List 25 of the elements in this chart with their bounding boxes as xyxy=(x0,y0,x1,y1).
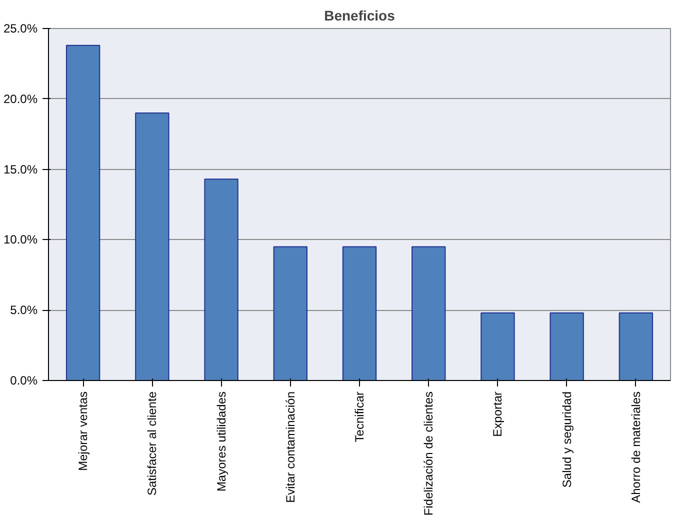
chart-title: Beneficios xyxy=(324,8,396,24)
x-tick-label: Mayores utilidades xyxy=(214,391,228,492)
bar xyxy=(66,44,100,380)
bar xyxy=(412,246,446,380)
x-tick-label: Fidelización de clientes xyxy=(422,391,436,516)
x-tick-label: Exportar xyxy=(490,391,505,437)
bar xyxy=(342,246,377,380)
bar xyxy=(204,178,238,380)
y-tick-label: 25.0% xyxy=(3,22,38,36)
x-tick-label: Satisfacer al cliente xyxy=(145,391,160,496)
bar xyxy=(135,112,170,380)
y-tick-label: 0.0% xyxy=(10,374,38,388)
y-tick-label: 15.0% xyxy=(3,162,38,176)
x-tick-label: Salud y seguridad xyxy=(560,391,574,488)
x-tick-label: Evitar contaminación xyxy=(283,391,298,503)
x-tick-label: Ahorro de materiales xyxy=(628,391,643,503)
y-tick-label: 20.0% xyxy=(3,92,38,106)
bar xyxy=(618,312,654,380)
y-tick-label: 5.0% xyxy=(10,303,38,318)
bar xyxy=(273,246,308,380)
y-tick-label: 10.0% xyxy=(3,232,38,247)
bar xyxy=(550,312,584,380)
x-tick-label: Tecnificar xyxy=(352,391,366,442)
bar xyxy=(480,312,515,380)
x-tick-label: Mejorar ventas xyxy=(76,391,90,471)
